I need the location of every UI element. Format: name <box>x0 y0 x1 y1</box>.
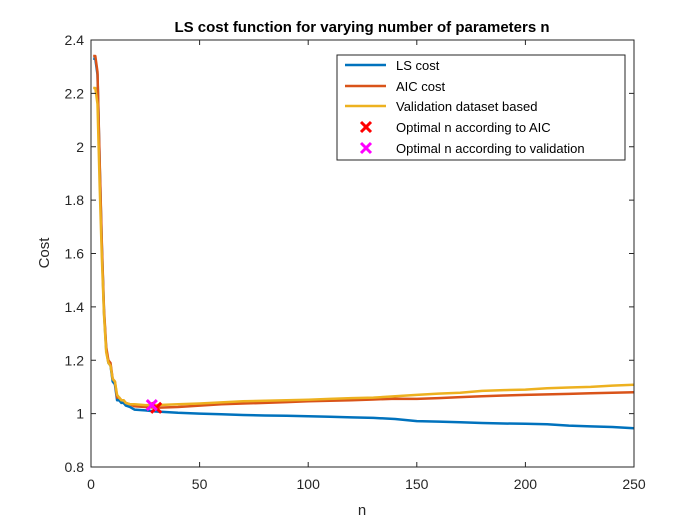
y-tick-label: 1.2 <box>65 352 85 368</box>
x-tick-label: 100 <box>297 476 321 492</box>
legend-label-optimal-aic: Optimal n according to AIC <box>396 120 551 135</box>
marker-layer <box>145 399 163 414</box>
y-tick-label: 1.8 <box>65 192 85 208</box>
y-tick-label: 1 <box>76 406 84 422</box>
x-tick-label: 200 <box>514 476 538 492</box>
y-tick-label: 0.8 <box>65 459 85 475</box>
legend-marker-aic <box>359 120 373 134</box>
marker-optimal-n-according-to-validation <box>145 399 158 412</box>
series-layer <box>93 54 635 430</box>
y-tick-label: 1.6 <box>65 246 85 262</box>
legend-box <box>336 54 626 161</box>
series-line-validation-dataset-based <box>93 86 635 407</box>
x-tick-label: 250 <box>622 476 646 492</box>
legend-label-optimal-validation: Optimal n according to validation <box>396 141 585 156</box>
chart-title: LS cost function for varying number of p… <box>174 19 549 36</box>
legend-marker-validation <box>359 141 373 155</box>
legend: LS cost AIC cost Validation dataset base… <box>336 54 626 161</box>
y-tick-label: 2.4 <box>65 32 85 48</box>
x-tick-label: 0 <box>87 476 95 492</box>
legend-label-validation: Validation dataset based <box>396 99 537 114</box>
marker-stroke-b <box>145 399 158 412</box>
x-tick-label: 50 <box>192 476 208 492</box>
y-tick-label: 2 <box>76 139 84 155</box>
x-axis-label: n <box>358 502 366 519</box>
x-tick-label: 150 <box>405 476 429 492</box>
legend-label-ls-cost: LS cost <box>396 58 440 73</box>
legend-marker-validation-stroke-b <box>359 141 373 155</box>
y-tick-label: 1.4 <box>65 299 85 315</box>
tick-layer: 0 50 100 150 200 250 0.8 1 1.2 1.4 1.6 1.8 2 2.2 2.4 <box>65 32 646 492</box>
legend-label-aic-cost: AIC cost <box>396 79 446 94</box>
y-axis-label: Cost <box>36 237 53 269</box>
legend-marker-aic-stroke-b <box>359 120 373 134</box>
y-tick-label: 2.2 <box>65 85 85 101</box>
